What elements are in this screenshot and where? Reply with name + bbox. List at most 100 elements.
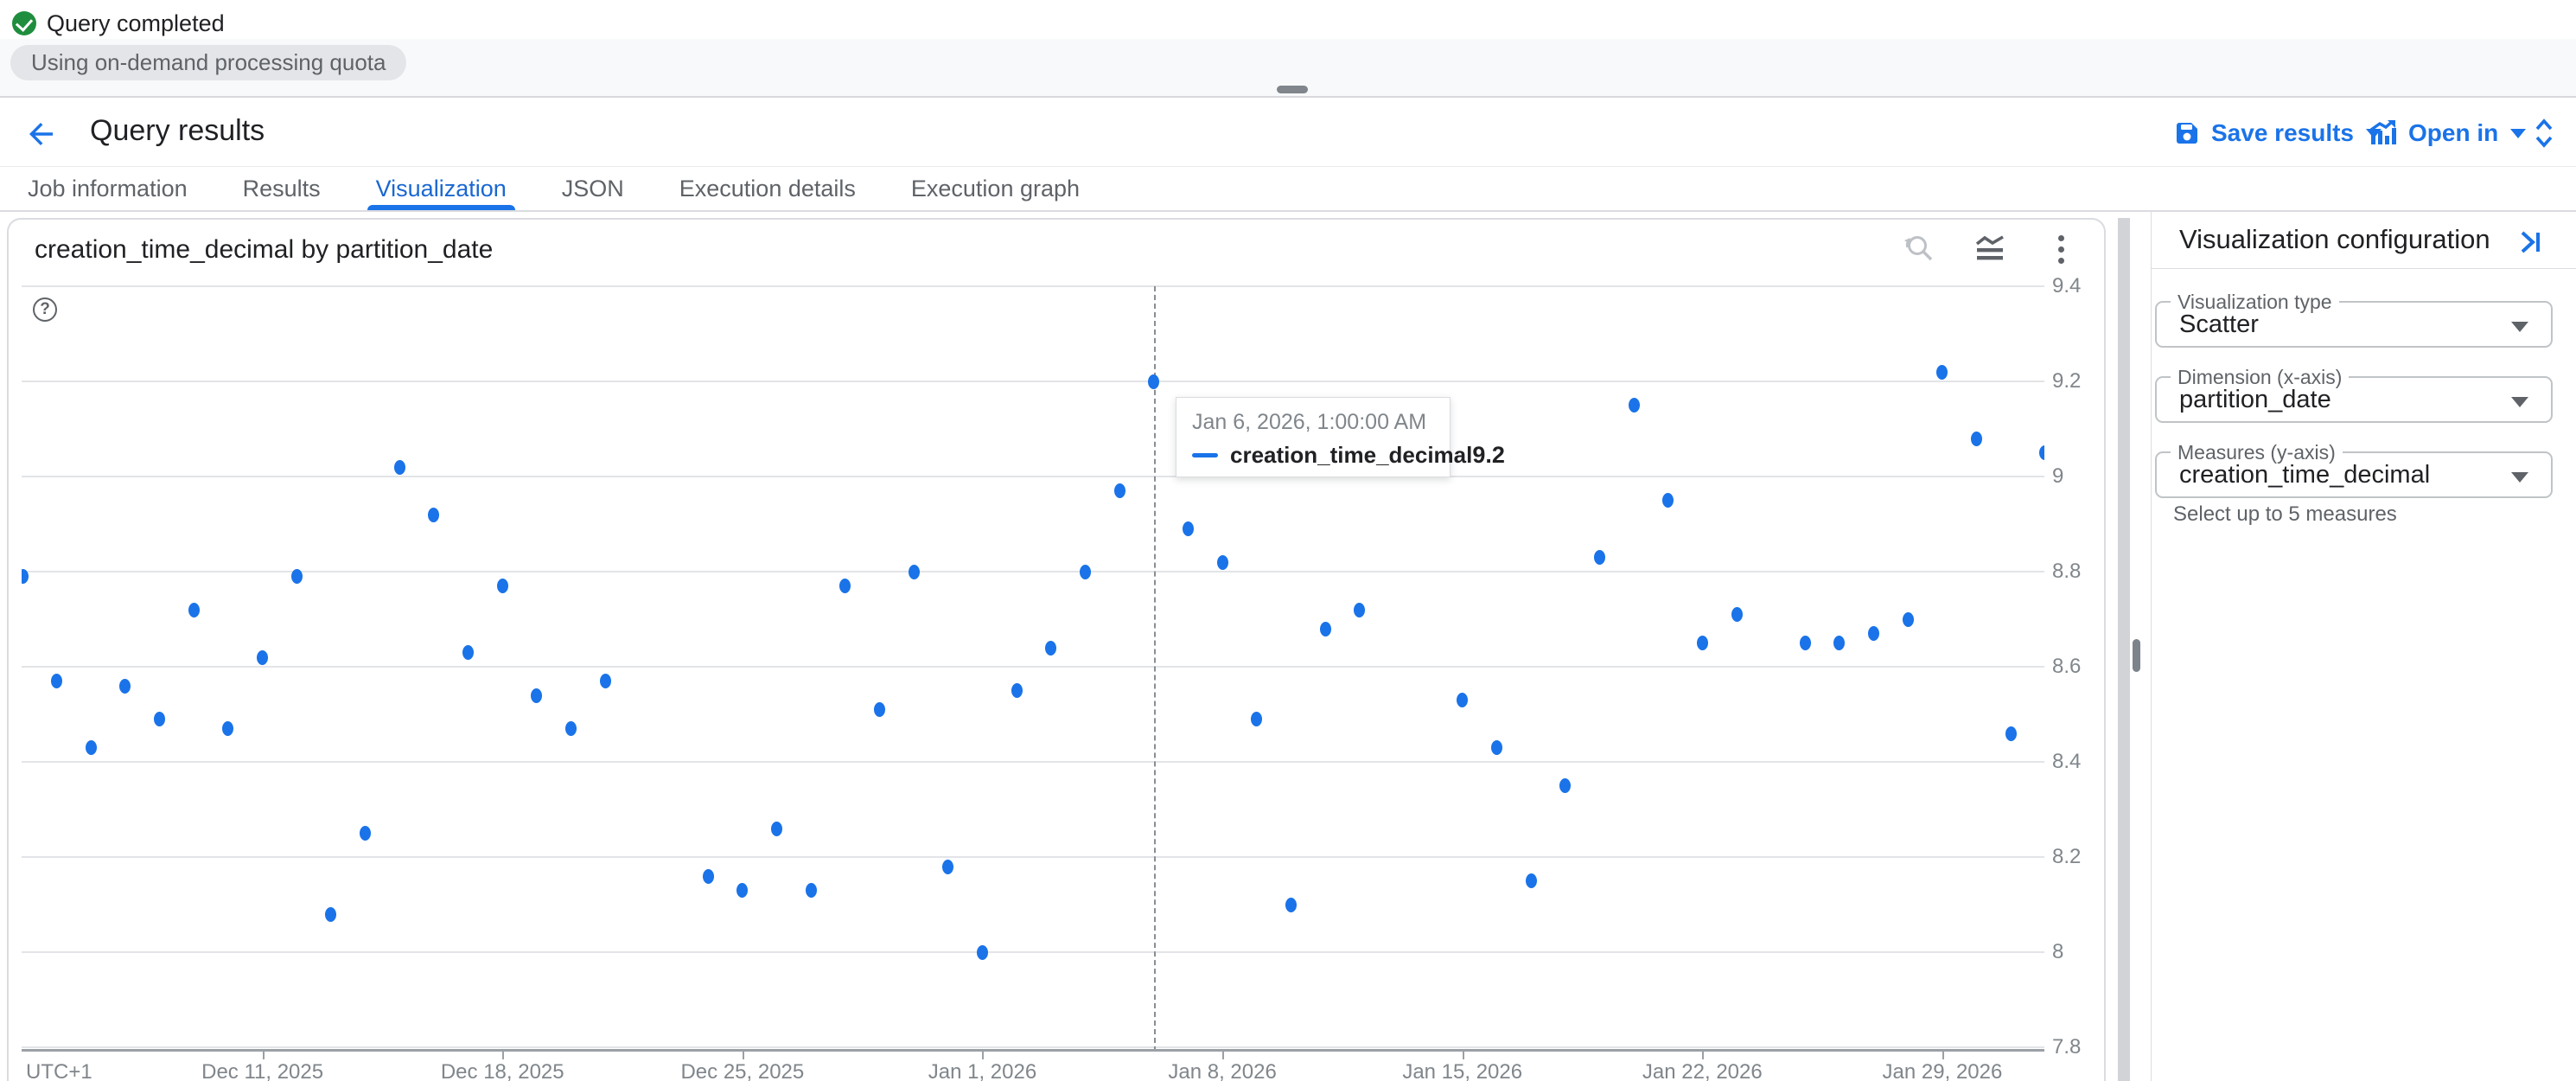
gridline	[22, 856, 2044, 858]
save-results-caret-icon	[2366, 128, 2382, 138]
data-point[interactable]	[1354, 602, 1366, 617]
data-point[interactable]	[976, 944, 988, 960]
zoom-reset-button[interactable]	[1902, 232, 1936, 266]
data-point[interactable]	[1457, 693, 1469, 707]
data-point[interactable]	[874, 702, 885, 717]
help-icon[interactable]: ?	[33, 297, 57, 322]
chart-open-icon	[2370, 119, 2396, 144]
data-point[interactable]	[1525, 873, 1537, 888]
data-point[interactable]	[1113, 483, 1125, 498]
data-point[interactable]	[599, 674, 611, 688]
tab-job-information[interactable]: Job information	[28, 175, 188, 201]
data-point[interactable]	[771, 821, 783, 836]
tab-json[interactable]: JSON	[561, 175, 624, 201]
sql-editor-clipped-line: 38 ORDER BY partition_date;	[0, 0, 2576, 8]
x-axis-tick-label: Jan 15, 2026	[1402, 1060, 1523, 1081]
data-point[interactable]	[257, 649, 269, 665]
chart-more-options-button[interactable]	[2044, 232, 2078, 266]
success-check-icon	[12, 11, 36, 35]
data-point[interactable]	[1593, 550, 1605, 565]
y-axis-tick-label: 9.4	[2052, 274, 2082, 297]
data-point[interactable]	[1011, 683, 1023, 698]
tab-visualization[interactable]: Visualization	[367, 167, 515, 210]
data-point[interactable]	[736, 883, 749, 898]
data-point[interactable]	[1902, 611, 1914, 627]
open-in-button[interactable]: Open in	[2369, 115, 2527, 151]
chart-style-icon	[1975, 235, 2004, 260]
data-point[interactable]	[1216, 554, 1228, 570]
data-point[interactable]	[1662, 493, 1674, 508]
data-point[interactable]	[1628, 398, 1640, 413]
expand-results-button[interactable]	[2528, 115, 2562, 151]
panel-resize-handle[interactable]	[1277, 86, 1308, 93]
data-point[interactable]	[1490, 740, 1502, 755]
tab-results[interactable]: Results	[242, 175, 321, 201]
chart-style-button[interactable]	[1973, 232, 2007, 266]
data-point[interactable]	[22, 569, 29, 584]
data-point[interactable]	[428, 507, 440, 522]
data-point[interactable]	[1799, 636, 1811, 650]
data-point[interactable]	[360, 826, 372, 841]
page-title: Query results	[90, 114, 265, 147]
data-point[interactable]	[1971, 431, 1983, 446]
data-point[interactable]	[154, 712, 166, 726]
data-point[interactable]	[1731, 607, 1743, 622]
data-point-highlighted[interactable]	[1148, 374, 1160, 389]
data-point[interactable]	[119, 678, 131, 694]
save-results-label: Save results	[2211, 119, 2354, 146]
data-point[interactable]	[1251, 712, 1263, 726]
data-point[interactable]	[839, 579, 851, 593]
data-point[interactable]	[702, 868, 714, 884]
data-point[interactable]	[1182, 521, 1194, 536]
data-point[interactable]	[2005, 726, 2017, 741]
data-point[interactable]	[188, 602, 200, 617]
back-arrow-button[interactable]	[24, 117, 59, 151]
data-point[interactable]	[1868, 626, 1880, 641]
dropdown-caret-icon	[2511, 322, 2528, 332]
tab-execution-details[interactable]: Execution details	[679, 175, 856, 201]
y-axis-tick-label: 9	[2052, 464, 2064, 488]
data-point[interactable]	[805, 883, 817, 898]
data-point[interactable]	[908, 564, 920, 579]
data-point[interactable]	[51, 674, 63, 688]
data-point[interactable]	[942, 859, 954, 874]
data-point[interactable]	[462, 645, 475, 660]
scatter-plot-area[interactable]	[22, 272, 2044, 1052]
results-scrollbar-thumb[interactable]	[2133, 639, 2140, 672]
data-point[interactable]	[1696, 636, 1708, 650]
dimension-x-axis-select[interactable]: Dimension (x-axis) partition_date	[2155, 366, 2553, 423]
data-point[interactable]	[393, 459, 405, 475]
data-point[interactable]	[1045, 640, 1057, 656]
tooltip-series-label: creation_time_decimal	[1230, 442, 1473, 468]
measures-y-axis-select[interactable]: Measures (y-axis) creation_time_decimal	[2155, 441, 2553, 498]
save-results-button[interactable]: Save results	[2173, 115, 2382, 151]
data-point[interactable]	[1936, 364, 1948, 380]
data-point[interactable]	[85, 740, 97, 755]
y-axis-tick-label: 9.2	[2052, 369, 2082, 393]
data-point[interactable]	[222, 721, 234, 736]
config-panel-header: Visualization configuration	[2152, 212, 2576, 269]
timezone-label: UTC+1	[26, 1060, 92, 1081]
data-point[interactable]	[531, 688, 543, 703]
data-point[interactable]	[496, 579, 508, 593]
data-point[interactable]	[1079, 564, 1091, 579]
collapse-panel-button[interactable]	[2515, 227, 2545, 257]
query-status-row: Query completed	[0, 8, 2576, 39]
tab-execution-graph[interactable]: Execution graph	[910, 175, 1081, 201]
data-point[interactable]	[1833, 636, 1846, 650]
save-icon	[2177, 123, 2197, 144]
data-point[interactable]	[325, 906, 337, 922]
data-point[interactable]	[1319, 621, 1331, 636]
x-axis-line	[22, 1049, 2044, 1052]
x-axis-tick-label: Jan 22, 2026	[1642, 1060, 1763, 1081]
data-point[interactable]	[290, 569, 303, 584]
gridline	[22, 476, 2044, 477]
visualization-card: creation_time_decimal by partition_date	[7, 218, 2106, 1081]
data-point[interactable]	[1559, 778, 1572, 793]
visualization-type-select[interactable]: Visualization type Scatter	[2155, 291, 2553, 348]
data-point[interactable]	[1285, 897, 1297, 912]
data-point[interactable]	[2039, 445, 2044, 460]
data-point[interactable]	[565, 721, 577, 736]
editor-line-number: 38	[133, 6, 159, 8]
results-scrollbar-track[interactable]	[2118, 218, 2130, 1081]
